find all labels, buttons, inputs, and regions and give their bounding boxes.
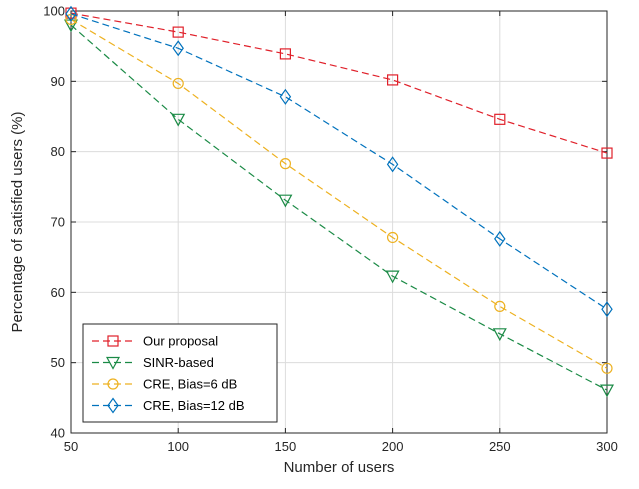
legend: Our proposal SINR-based CRE, Bias=6 dB CRE,… [82, 323, 278, 423]
series-layer [63, 5, 615, 398]
x-tick-label: 50 [64, 439, 78, 454]
x-tick-label: 300 [596, 439, 618, 454]
data-point [494, 230, 506, 247]
legend-label: CRE, Bias=12 dB [143, 398, 245, 413]
y-tick-label: 100 [43, 4, 65, 19]
legend-label: CRE, Bias=6 dB [143, 377, 237, 392]
legend-label: Our proposal [143, 334, 218, 349]
data-point [172, 77, 184, 90]
x-axis-label: Number of users [284, 459, 395, 476]
y-axis-label: Percentage of satisfied users (%) [9, 112, 26, 333]
data-point [279, 158, 291, 170]
data-point [601, 301, 613, 318]
data-point [387, 74, 399, 86]
y-tick-label: 70 [51, 215, 65, 230]
data-point [172, 26, 184, 38]
series-line [70, 18, 608, 369]
data-point [492, 328, 507, 342]
legend-item: SINR-based [92, 355, 214, 370]
data-point [279, 88, 292, 105]
legend-marker [107, 335, 119, 347]
legend-item: CRE, Bias=12 dB [92, 397, 245, 414]
x-tick-label: 200 [382, 439, 404, 454]
y-tick-label: 40 [51, 426, 65, 441]
x-tick-label: 250 [489, 439, 511, 454]
legend-marker [105, 356, 121, 370]
legend-marker [107, 397, 119, 414]
legend-item: Our proposal [92, 334, 218, 349]
x-tick-label: 100 [167, 439, 189, 454]
series-3 [65, 13, 613, 374]
data-point [279, 48, 291, 60]
y-tick-label: 60 [51, 285, 65, 300]
data-point [171, 113, 186, 127]
series-line [70, 13, 608, 310]
data-point [172, 40, 184, 57]
data-point [385, 270, 400, 284]
series-4 [65, 5, 613, 318]
data-point [386, 156, 399, 173]
x-tick-label: 150 [275, 439, 297, 454]
data-point [494, 113, 506, 125]
legend-item: CRE, Bias=6 dB [92, 377, 237, 392]
data-point [599, 384, 615, 398]
legend-marker [107, 378, 119, 390]
y-tick-label: 50 [51, 355, 65, 370]
data-point [601, 362, 613, 374]
y-tick-label: 80 [51, 144, 65, 159]
legend-label: SINR-based [143, 355, 214, 370]
series-line [70, 12, 608, 154]
series-line [70, 24, 608, 391]
data-point [65, 5, 77, 22]
data-point [601, 147, 613, 159]
data-point [387, 231, 399, 244]
y-tick-label: 90 [51, 74, 65, 89]
data-point [278, 194, 293, 208]
data-point [494, 300, 506, 312]
series-1 [65, 7, 613, 159]
